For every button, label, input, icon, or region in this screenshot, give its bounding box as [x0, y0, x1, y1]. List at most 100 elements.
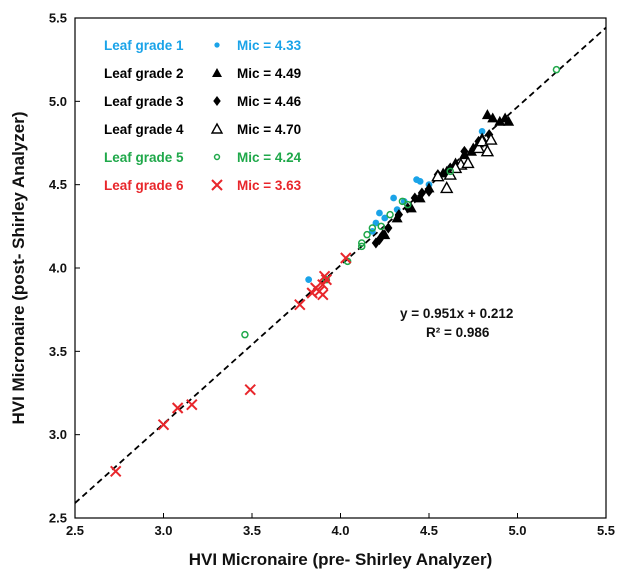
- data-point: [110, 465, 122, 478]
- legend-mic-value: Mic = 4.24: [237, 150, 302, 165]
- data-point: [377, 222, 385, 231]
- data-point: [384, 222, 393, 234]
- legend-mic-value: Mic = 4.33: [237, 38, 302, 53]
- data-point: [372, 219, 380, 227]
- data-point: [378, 229, 388, 241]
- y-tick-label: 4.0: [49, 261, 67, 276]
- data-point: [171, 402, 184, 414]
- y-tick-label: 5.5: [49, 11, 67, 26]
- legend-marker: [211, 179, 223, 191]
- x-axis-label: HVI Micronaire (pre- Shirley Analyzer): [189, 550, 493, 569]
- trendline: [74, 26, 607, 504]
- data-point: [186, 398, 198, 411]
- legend-mic-value: Mic = 4.46: [237, 94, 302, 109]
- legend-item-leaf-grade-4: Leaf grade 4 Mic = 4.70: [104, 122, 301, 137]
- data-point: [376, 209, 383, 217]
- data-point: [503, 115, 515, 126]
- data-point: [241, 330, 249, 339]
- series-leaf-grade-4: [431, 132, 498, 194]
- plot-area: [74, 17, 607, 519]
- data-point: [371, 237, 381, 249]
- data-point: [394, 209, 404, 221]
- y-tick-label: 4.5: [49, 177, 67, 192]
- legend-mic-value: Mic = 4.49: [237, 66, 301, 81]
- y-tick-label: 2.5: [49, 511, 67, 526]
- data-point: [481, 109, 493, 120]
- y-axis-label: HVI Micronaire (post- Shirley Analyzer): [9, 112, 28, 425]
- x-tick-label: 5.0: [508, 523, 526, 538]
- data-point: [494, 115, 506, 126]
- x-tick-label: 4.5: [420, 523, 438, 538]
- legend-label: Leaf grade 2: [104, 66, 184, 81]
- series-leaf-grade-6: [110, 252, 352, 478]
- x-tick-label: 2.5: [66, 523, 84, 538]
- data-point: [381, 214, 389, 222]
- legend: Leaf grade 1 Mic = 4.33 Leaf grade 2 Mic = …: [104, 38, 302, 193]
- legend-item-leaf-grade-3: Leaf grade 3 Mic = 4.46: [104, 94, 302, 109]
- data-point: [305, 276, 313, 284]
- data-point: [424, 185, 434, 197]
- data-point: [440, 181, 454, 194]
- data-point: [294, 298, 306, 311]
- data-point: [398, 197, 407, 206]
- x-tick-label: 3.0: [154, 523, 172, 538]
- data-point: [471, 141, 486, 154]
- data-point: [343, 257, 352, 266]
- legend-marker: [214, 42, 220, 48]
- legend-marker: [213, 96, 221, 106]
- data-point: [478, 127, 486, 135]
- data-point: [244, 383, 256, 396]
- x-tick-label: 4.0: [331, 523, 349, 538]
- series-leaf-grade-5: [241, 65, 561, 339]
- data-point: [480, 144, 495, 157]
- data-point: [404, 200, 412, 209]
- data-point: [416, 177, 424, 185]
- data-point: [357, 239, 366, 247]
- data-point: [446, 167, 454, 176]
- data-point: [320, 273, 333, 286]
- x-tick-label: 5.5: [597, 523, 615, 538]
- data-point: [487, 112, 499, 123]
- x-tick-label: 3.5: [243, 523, 261, 538]
- legend-mic-value: Mic = 4.70: [237, 122, 301, 137]
- data-point: [552, 65, 561, 74]
- y-axis-ticks: 2.5 3.0 3.5 4.0 4.5 5.0 5.5: [49, 11, 80, 526]
- data-point: [368, 224, 377, 232]
- data-point: [461, 156, 475, 169]
- legend-label: Leaf grade 3: [104, 94, 184, 109]
- data-point: [460, 145, 469, 157]
- data-point: [484, 132, 498, 145]
- y-tick-label: 5.0: [49, 94, 67, 109]
- data-point: [340, 252, 352, 264]
- legend-item-leaf-grade-5: Leaf grade 5 Mic = 4.24: [104, 150, 302, 165]
- y-tick-label: 3.5: [49, 344, 67, 359]
- data-point: [318, 270, 331, 283]
- legend-label: Leaf grade 6: [104, 178, 184, 193]
- data-point: [157, 418, 170, 431]
- data-point: [465, 145, 477, 156]
- series-leaf-grade-1: [305, 127, 486, 284]
- legend-item-leaf-grade-1: Leaf grade 1 Mic = 4.33: [104, 38, 302, 53]
- r-squared-label: R² = 0.986: [426, 325, 490, 340]
- legend-item-leaf-grade-2: Leaf grade 2 Mic = 4.49: [104, 66, 301, 81]
- data-points: [110, 65, 561, 478]
- legend-marker: [212, 68, 222, 77]
- legend-item-leaf-grade-6: Leaf grade 6 Mic = 3.63: [104, 178, 302, 193]
- data-point: [357, 242, 366, 251]
- data-point: [317, 288, 329, 301]
- data-point: [322, 275, 331, 284]
- data-point: [363, 230, 371, 239]
- data-point: [475, 134, 489, 147]
- legend-marker: [210, 122, 224, 134]
- data-point: [410, 192, 419, 204]
- data-point: [386, 210, 394, 219]
- legend-marker: [213, 153, 221, 161]
- data-point: [390, 194, 397, 202]
- legend-label: Leaf grade 4: [104, 122, 184, 137]
- legend-mic-value: Mic = 3.63: [237, 178, 302, 193]
- data-point: [317, 278, 329, 291]
- trendline-equation: y = 0.951x + 0.212: [400, 306, 513, 321]
- legend-label: Leaf grade 5: [104, 150, 184, 165]
- data-point: [417, 187, 427, 199]
